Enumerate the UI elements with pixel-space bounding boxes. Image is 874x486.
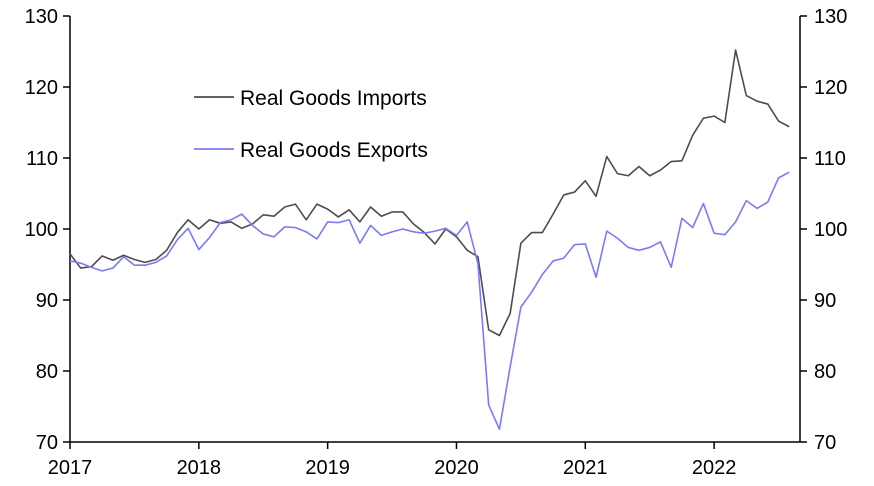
left-y-tick-label-110: 110	[26, 148, 58, 170]
x-tick-label-2018: 2018	[177, 457, 222, 479]
right-y-tick-label-90: 90	[814, 290, 836, 312]
x-tick-label-2022: 2022	[692, 457, 737, 479]
left-y-tick-label-100: 100	[25, 219, 58, 241]
left-y-tick-label-120: 120	[25, 77, 58, 99]
x-tick-label-2020: 2020	[434, 457, 479, 479]
series-lines	[69, 49, 790, 431]
x-tick-label-2021: 2021	[563, 457, 608, 479]
right-y-tick-label-70: 70	[814, 432, 836, 454]
series-line-real-goods-exports	[69, 171, 790, 431]
x-tick-label-2019: 2019	[305, 457, 350, 479]
left-y-tick-label-70: 70	[36, 432, 58, 454]
legend: Real Goods Imports Real Goods Exports	[194, 87, 428, 162]
legend-label-real-goods-exports: Real Goods Exports	[240, 139, 428, 162]
x-tick-label-2017: 2017	[48, 457, 93, 479]
left-y-tick-label-90: 90	[36, 290, 58, 312]
right-y-tick-label-100: 100	[814, 219, 847, 241]
legend-label-real-goods-imports: Real Goods Imports	[240, 87, 427, 110]
series-line-real-goods-imports	[69, 49, 790, 337]
right-y-tick-label-110: 110	[814, 148, 846, 170]
left-y-tick-label-80: 80	[36, 361, 58, 383]
axis-ticks: 70 70 80 80 90 90 100 100 110 110 120 120 130 130 2017…	[25, 6, 848, 479]
left-y-tick-label-130: 130	[25, 6, 58, 28]
right-y-tick-label-80: 80	[814, 361, 836, 383]
right-y-tick-label-120: 120	[814, 77, 847, 99]
right-y-tick-label-130: 130	[814, 6, 847, 28]
